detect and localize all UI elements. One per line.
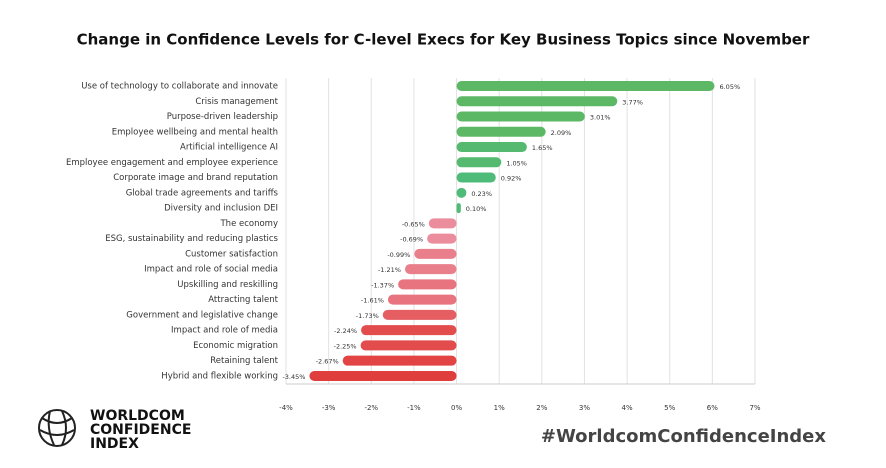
value-label: 1.65% bbox=[532, 144, 553, 152]
bar bbox=[427, 233, 457, 244]
y-tick-label: Upskilling and reskilling bbox=[177, 280, 278, 290]
value-label: -1.21% bbox=[378, 266, 401, 274]
chart-title: Change in Confidence Levels for C-level … bbox=[77, 31, 810, 49]
x-tick-label: 1% bbox=[494, 404, 505, 412]
bar bbox=[404, 264, 457, 275]
value-label: 0.92% bbox=[501, 175, 522, 183]
x-tick-label: 5% bbox=[664, 404, 675, 412]
y-tick-label: Employee wellbeing and mental health bbox=[112, 127, 278, 137]
bar bbox=[361, 325, 457, 336]
y-tick-label: Customer satisfaction bbox=[185, 249, 278, 259]
y-tick-label: Attracting talent bbox=[208, 295, 278, 305]
y-tick-label: Government and legislative change bbox=[126, 310, 278, 320]
x-tick-label: 3% bbox=[579, 404, 590, 412]
value-label: -2.67% bbox=[316, 358, 339, 366]
value-label: 6.05% bbox=[719, 83, 740, 91]
y-tick-label: ESG, sustainability and reducing plastic… bbox=[105, 234, 278, 244]
bar bbox=[456, 187, 467, 198]
bar bbox=[456, 111, 585, 122]
x-tick-label: -4% bbox=[279, 404, 293, 412]
bar bbox=[456, 157, 502, 168]
x-tick-label: 0% bbox=[451, 404, 462, 412]
value-label: -0.65% bbox=[402, 220, 425, 228]
value-label: 3.77% bbox=[622, 98, 643, 106]
logo-text: WORLDCOM bbox=[90, 408, 185, 424]
bar bbox=[387, 294, 457, 305]
bar bbox=[456, 203, 461, 214]
value-label: -0.69% bbox=[400, 236, 423, 244]
y-tick-label: Impact and role of media bbox=[171, 326, 278, 336]
y-tick-label: Use of technology to collaborate and inn… bbox=[81, 82, 278, 92]
y-tick-label: Employee engagement and employee experie… bbox=[66, 158, 278, 168]
bar bbox=[456, 142, 527, 153]
bar bbox=[360, 340, 457, 351]
bar bbox=[456, 172, 496, 183]
value-label: -1.61% bbox=[361, 297, 384, 305]
value-label: -1.73% bbox=[356, 312, 379, 320]
value-label: -0.99% bbox=[387, 251, 410, 259]
y-tick-label: Economic migration bbox=[193, 341, 278, 351]
value-label: -3.45% bbox=[282, 373, 305, 381]
y-tick-label: Impact and role of social media bbox=[144, 265, 278, 275]
value-label: -2.24% bbox=[334, 327, 357, 335]
bar bbox=[428, 218, 457, 229]
y-tick-label: Corporate image and brand reputation bbox=[113, 173, 278, 183]
value-label: 1.05% bbox=[506, 159, 527, 167]
x-tick-label: 7% bbox=[749, 404, 760, 412]
y-tick-label: Diversity and inclusion DEI bbox=[164, 204, 278, 214]
y-tick-label: Retaining talent bbox=[210, 356, 278, 366]
x-tick-label: -1% bbox=[407, 404, 421, 412]
bar bbox=[414, 248, 457, 259]
x-tick-label: -3% bbox=[322, 404, 336, 412]
y-tick-label: Global trade agreements and tariffs bbox=[126, 188, 279, 198]
y-tick-label: Purpose-driven leadership bbox=[167, 112, 278, 122]
hashtag: #WorldcomConfidenceIndex bbox=[541, 426, 827, 447]
logo-text: CONFIDENCE bbox=[90, 422, 191, 438]
logo-text: INDEX bbox=[90, 436, 139, 452]
bar bbox=[456, 126, 546, 137]
x-tick-label: -2% bbox=[364, 404, 378, 412]
bar bbox=[342, 355, 457, 366]
bar bbox=[398, 279, 457, 290]
bar bbox=[382, 309, 457, 320]
bar bbox=[456, 96, 618, 107]
x-tick-label: 6% bbox=[707, 404, 718, 412]
bar bbox=[309, 370, 457, 381]
bar bbox=[456, 81, 715, 91]
x-tick-label: 4% bbox=[622, 404, 633, 412]
value-label: 0.10% bbox=[466, 205, 487, 213]
logo-icon bbox=[38, 409, 76, 447]
value-label: 3.01% bbox=[590, 114, 611, 122]
value-label: 2.09% bbox=[551, 129, 572, 137]
y-tick-label: The economy bbox=[219, 219, 278, 229]
value-label: -2.25% bbox=[334, 342, 357, 350]
x-tick-label: 2% bbox=[536, 404, 547, 412]
y-tick-label: Artificial intelligence AI bbox=[180, 143, 278, 153]
y-tick-label: Crisis management bbox=[195, 97, 278, 107]
value-label: -1.37% bbox=[371, 281, 394, 289]
value-label: 0.23% bbox=[471, 190, 492, 198]
y-tick-label: Hybrid and flexible working bbox=[161, 371, 278, 381]
